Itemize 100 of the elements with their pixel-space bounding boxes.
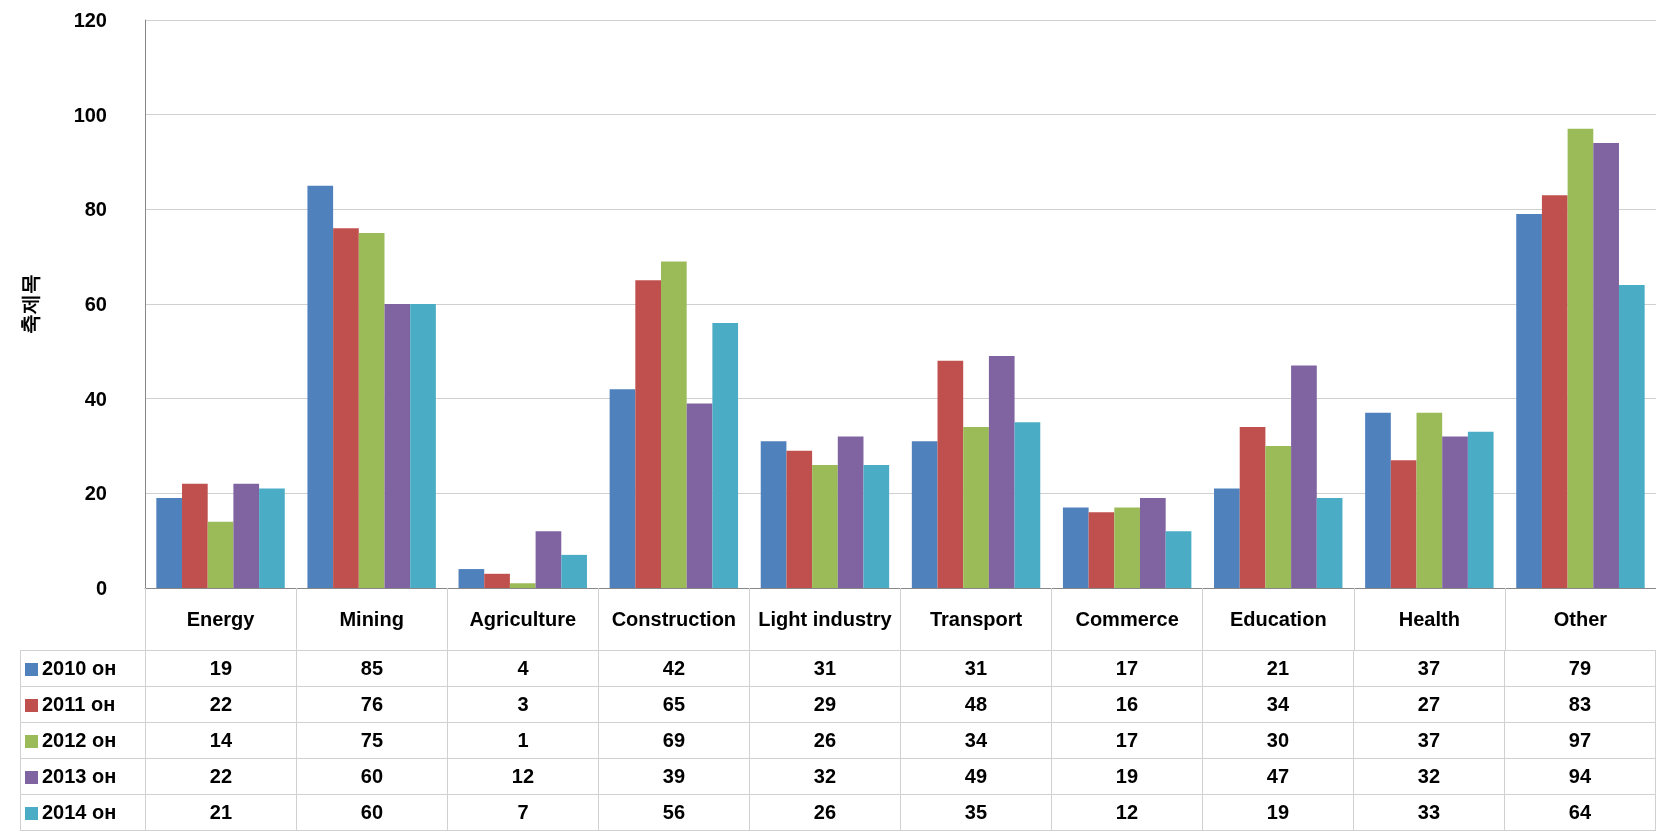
bar [561,554,587,588]
data-label: 42 [598,650,750,687]
bar [410,304,436,588]
bar [1567,128,1594,588]
bar [1214,488,1240,588]
data-label: 56 [598,794,750,831]
bar [786,450,813,588]
data-label: 37 [1353,650,1505,687]
data-label: 3 [447,686,599,723]
y-tick-label: 100 [73,103,107,126]
bar [837,436,864,588]
legend-label: 2010 он [20,650,146,687]
bar [1541,195,1568,588]
y-tick-label: 40 [84,387,107,410]
data-label: 22 [145,686,297,723]
data-label: 19 [145,650,297,687]
bar [384,304,411,588]
y-tick-label: 120 [73,9,107,31]
x-tick-label: Agriculture [469,608,577,630]
data-label: 21 [145,794,297,831]
bar [1139,498,1166,588]
data-label: 1 [447,722,599,759]
legend-label: 2012 он [20,722,146,759]
bar [182,483,208,588]
x-tick-label: Commerce [1075,608,1179,630]
bar [1416,412,1443,588]
x-tick-label: Construction [611,608,737,630]
legend-label: 2011 он [20,686,146,723]
bar [988,356,1015,588]
bar [963,427,989,588]
data-label: 75 [296,722,448,759]
data-label: 21 [1202,650,1354,687]
bar [1618,285,1645,588]
bar [207,521,234,588]
bar [1014,422,1041,588]
data-label: 12 [1051,794,1203,831]
bar [358,233,385,588]
data-label: 35 [900,794,1052,831]
data-label: 12 [447,758,599,795]
x-tick-label: Education [1229,608,1327,630]
bar [609,389,636,588]
bar [1365,412,1391,588]
data-label: 69 [598,722,750,759]
data-label: 76 [296,686,448,723]
bar [863,464,890,588]
bar [1442,436,1468,588]
data-label: 79 [1504,650,1656,687]
data-label: 31 [900,650,1052,687]
data-label: 39 [598,758,750,795]
bar [1062,507,1089,588]
bar [535,531,562,588]
x-tick-label: Other [1553,608,1608,630]
data-label: 60 [296,794,448,831]
x-tick-label: Light industry [758,608,893,630]
data-label: 16 [1051,686,1203,723]
data-label: 7 [447,794,599,831]
data-label: 65 [598,686,750,723]
data-label: 49 [900,758,1052,795]
bar [686,403,713,588]
data-label: 19 [1202,794,1354,831]
bar [812,464,838,588]
data-label: 17 [1051,650,1203,687]
x-tick-label: Transport [929,608,1023,630]
bar [937,360,964,588]
y-tick-label: 80 [84,198,107,221]
bar [1165,531,1192,588]
bar [333,228,359,588]
data-label: 94 [1504,758,1656,795]
legend-label: 2013 он [20,758,146,795]
bar [1239,427,1266,588]
bar [635,280,662,588]
bar [760,441,787,588]
y-tick-label: 60 [84,293,107,315]
bar [1088,512,1115,588]
bar [1390,460,1417,588]
data-label: 32 [749,758,901,795]
legend-label: 2014 он [20,794,146,831]
bar [1114,507,1140,588]
bar [233,483,260,588]
bar [156,498,183,588]
data-label: 14 [145,722,297,759]
data-label: 17 [1051,722,1203,759]
data-label: 30 [1202,722,1354,759]
data-label: 64 [1504,794,1656,831]
data-label: 85 [296,650,448,687]
data-label: 32 [1353,758,1505,795]
data-label: 27 [1353,686,1505,723]
data-label: 37 [1353,722,1505,759]
x-tick-label: Health [1398,608,1460,630]
data-label: 26 [749,794,901,831]
data-label: 83 [1504,686,1656,723]
bar [1516,214,1542,588]
x-tick-label: Mining [339,608,404,630]
data-label: 4 [447,650,599,687]
y-axis-title: 축제목 [19,274,41,334]
bar [307,185,334,588]
data-label: 48 [900,686,1052,723]
data-label: 33 [1353,794,1505,831]
y-tick-label: 20 [84,482,107,505]
data-label: 22 [145,758,297,795]
